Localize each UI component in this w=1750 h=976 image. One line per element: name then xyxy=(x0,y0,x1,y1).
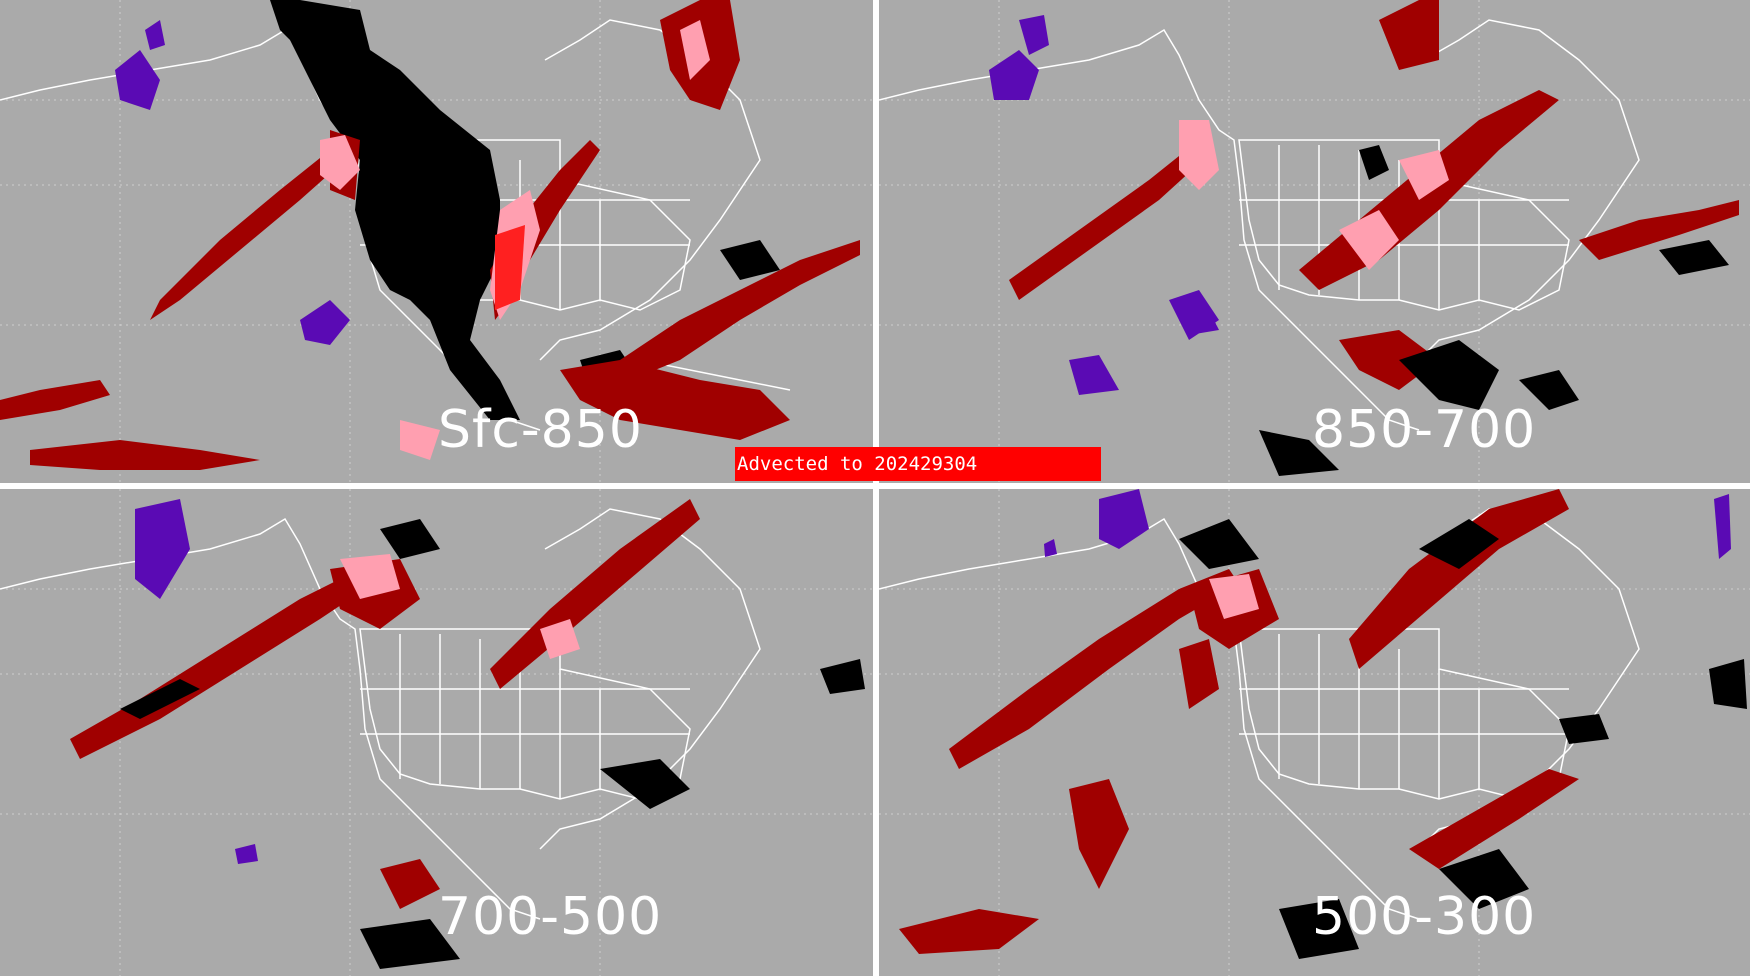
map-500-300 xyxy=(879,489,1750,976)
panel-700-500: 700-500 xyxy=(0,489,873,976)
feature-purple xyxy=(989,15,1219,395)
feature-purple xyxy=(1044,489,1731,559)
graticule xyxy=(0,489,873,976)
map-850-700 xyxy=(879,0,1750,483)
feature-pink xyxy=(340,554,580,659)
panel-500-300: 500-300 xyxy=(879,489,1750,976)
feature-pink xyxy=(1179,120,1449,270)
horizontal-divider xyxy=(0,483,1750,489)
feature-black xyxy=(120,519,865,969)
feature-dark-red xyxy=(1009,0,1739,390)
feature-black xyxy=(1179,519,1747,959)
advected-banner: Advected to 202429304 xyxy=(735,447,1101,481)
feature-black xyxy=(1259,145,1729,476)
feature-purple xyxy=(115,20,350,345)
panel-sfc-850: Sfc-850 xyxy=(0,0,873,483)
feature-bright-red xyxy=(495,225,525,310)
map-sfc-850 xyxy=(0,0,873,483)
feature-dark-red xyxy=(899,489,1579,954)
layer-label: 500-300 xyxy=(1312,887,1537,947)
map-700-500 xyxy=(0,489,873,976)
layer-label: 850-700 xyxy=(1312,400,1537,460)
feature-pink xyxy=(1209,574,1259,619)
graticule xyxy=(879,489,1750,976)
feature-purple xyxy=(135,499,258,864)
panel-850-700: 850-700 xyxy=(879,0,1750,483)
layer-label: 700-500 xyxy=(438,887,663,947)
layer-label: Sfc-850 xyxy=(438,400,643,460)
